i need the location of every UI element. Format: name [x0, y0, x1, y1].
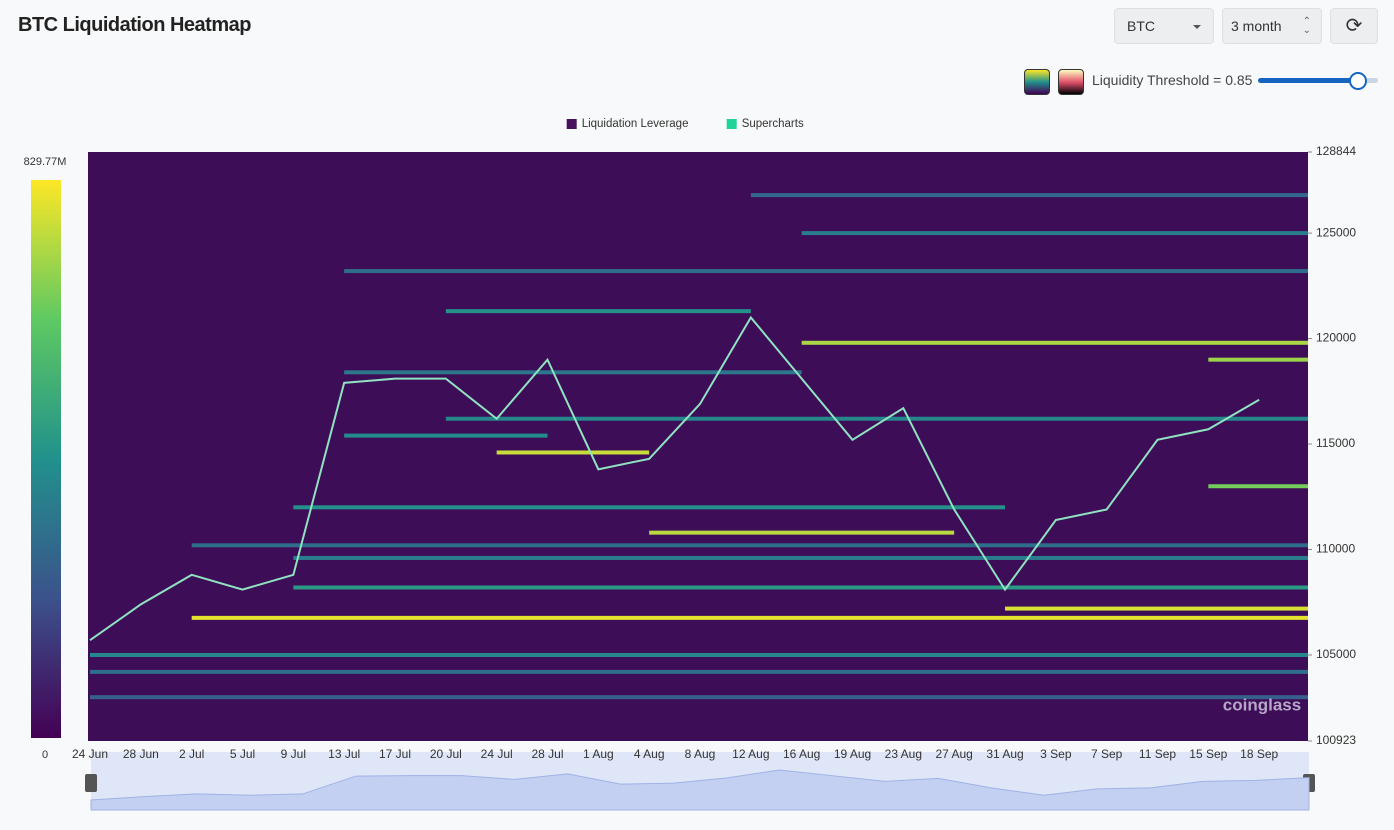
x-tick-label: 4 Aug: [634, 747, 665, 761]
color-scheme-magma[interactable]: [1058, 69, 1084, 95]
liquidation-level: [293, 505, 1005, 510]
dropdown-arrow: [1193, 25, 1201, 33]
x-tick-label: 20 Jul: [430, 747, 462, 761]
liquidation-level: [1208, 357, 1308, 362]
x-tick-label: 7 Sep: [1091, 747, 1123, 761]
legend-label: Supercharts: [742, 118, 804, 130]
liquidation-level: [344, 269, 1309, 274]
slider-thumb[interactable]: [1349, 72, 1367, 90]
liquidation-level: [750, 193, 1308, 198]
x-tick-label: 24 Jun: [72, 747, 108, 761]
liquidation-level: [1208, 484, 1308, 489]
y-tick-label: 125000: [1316, 225, 1356, 239]
liquidation-level: [801, 231, 1308, 236]
x-tick-label: 27 Aug: [935, 747, 972, 761]
x-tick-label: 24 Jul: [481, 747, 513, 761]
liquidation-level: [90, 695, 1308, 700]
liquidation-level: [293, 585, 1308, 590]
refresh-button[interactable]: ⟳: [1330, 8, 1378, 44]
colorbar: [31, 180, 61, 738]
x-tick-label: 18 Sep: [1240, 747, 1278, 761]
x-tick-label: 23 Aug: [885, 747, 922, 761]
x-tick-label: 31 Aug: [986, 747, 1023, 761]
x-tick-label: 11 Sep: [1139, 747, 1176, 761]
liquidation-level: [496, 450, 650, 455]
liquidation-level: [191, 615, 1309, 620]
plot-background: [88, 152, 1308, 741]
x-tick-label: 2 Jul: [179, 747, 204, 761]
legend-label: Liquidation Leverage: [582, 118, 689, 130]
liquidation-level: [90, 652, 1308, 657]
y-tick-label: 120000: [1316, 331, 1356, 345]
x-tick-label: 19 Aug: [834, 747, 871, 761]
y-tick-label: 100923: [1316, 733, 1356, 747]
x-tick-label: 17 Jul: [379, 747, 411, 761]
liquidation-level: [293, 555, 1308, 560]
threshold-slider[interactable]: [1258, 72, 1378, 90]
y-tick-label: 128844: [1316, 144, 1356, 158]
liquidation-level: [344, 370, 802, 375]
legend-swatch: [726, 119, 737, 129]
y-tick-label: 115000: [1316, 436, 1355, 450]
y-tick-label: 105000: [1316, 647, 1356, 661]
liquidation-level: [445, 416, 1308, 421]
range-select[interactable]: 3 month ⌃ ⌄: [1222, 8, 1322, 44]
navigator-area: [90, 769, 1310, 811]
liquidation-level: [191, 543, 1309, 548]
x-tick-label: 13 Jul: [328, 747, 360, 761]
liquidation-level: [344, 433, 548, 438]
price-line: [89, 315, 1260, 642]
symbol-select[interactable]: BTC: [1114, 8, 1214, 44]
liquidation-level: [801, 340, 1308, 345]
threshold-label: Liquidity Threshold = 0.85: [1092, 72, 1253, 88]
liquidation-level: [649, 530, 955, 535]
spinner-arrows: ⌃ ⌄: [1302, 16, 1311, 36]
watermark: coinglass: [1223, 695, 1301, 714]
colorbar-label: 0: [42, 749, 48, 761]
y-tick-label: 110000: [1316, 542, 1355, 556]
range-value: 3 month: [1231, 18, 1282, 34]
x-tick-label: 9 Jul: [281, 747, 306, 761]
color-scheme-viridis[interactable]: [1024, 69, 1050, 95]
page-title: BTC Liquidation Heatmap: [18, 14, 251, 36]
x-tick-label: 5 Jul: [230, 747, 255, 761]
x-tick-label: 3 Sep: [1040, 747, 1072, 761]
x-tick-label: 15 Sep: [1189, 747, 1227, 761]
liquidation-level: [90, 669, 1308, 674]
liquidation-level: [1005, 606, 1308, 611]
x-tick-label: 16 Aug: [783, 747, 820, 761]
x-tick-label: 28 Jun: [123, 747, 159, 761]
x-tick-label: 1 Aug: [583, 747, 614, 761]
x-tick-label: 12 Aug: [732, 747, 769, 761]
legend-swatch: [566, 119, 577, 129]
x-tick-label: 28 Jul: [531, 747, 563, 761]
x-tick-label: 8 Aug: [685, 747, 716, 761]
navigator-handle[interactable]: [85, 774, 97, 792]
symbol-value: BTC: [1127, 18, 1155, 34]
colorbar-label: 829.77M: [24, 156, 67, 168]
liquidation-level: [445, 309, 751, 314]
